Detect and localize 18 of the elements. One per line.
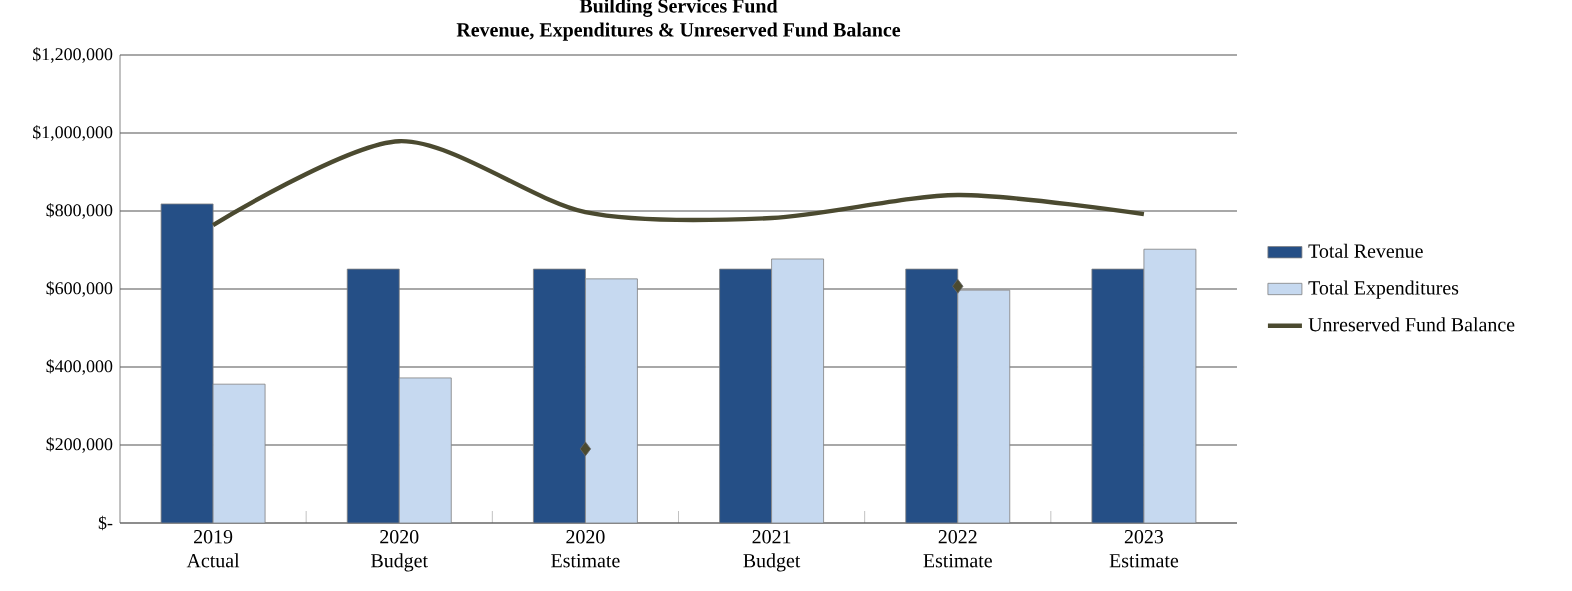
- x-tick-label: 2022 Estimate: [923, 530, 992, 568]
- x-tick-label: 2023 Estimate: [1109, 530, 1179, 568]
- line-series: [210, 138, 1147, 228]
- x-tick-label: 2021 Budget: [743, 530, 801, 572]
- y-tick-label: $600,000: [46, 281, 113, 297]
- x-tick-label: 2020 Budget: [371, 530, 428, 572]
- legend-label: Total Revenue: [1308, 243, 1423, 258]
- y-tick-label: $1,000,000: [33, 125, 113, 141]
- chart-subtitle: Revenue, Expenditures & Unreserved Fund Balance: [456, 22, 901, 41]
- y-tick-label: $-: [98, 515, 113, 531]
- x-tick-label: 2019 Actual: [186, 530, 240, 568]
- y-tick-label: $1,200,000: [33, 47, 113, 63]
- x-tick-label: 2020 Estimate: [551, 530, 620, 568]
- y-tick-label: $400,000: [46, 359, 113, 375]
- y-tick-label: $800,000: [46, 203, 113, 219]
- legend-label: Unreserved Fund Balance: [1308, 317, 1515, 332]
- legend-label: Total Expenditures: [1308, 280, 1459, 299]
- y-tick-label: $200,000: [46, 437, 113, 453]
